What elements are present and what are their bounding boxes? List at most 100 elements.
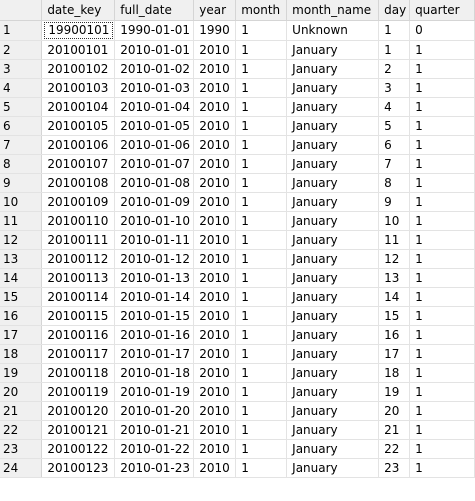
cell-year[interactable]: 2010 xyxy=(193,135,237,155)
cell-year[interactable]: 2010 xyxy=(193,439,237,459)
table-row[interactable]: 4 20100103 2010-01-03 2010 1 January 3 1 xyxy=(0,78,475,98)
cell-year[interactable]: 2010 xyxy=(193,116,237,136)
cell-day[interactable]: 5 xyxy=(378,116,411,136)
row-number[interactable]: 15 xyxy=(0,287,43,307)
cell-date-key[interactable]: 20100101 xyxy=(41,40,116,60)
cell-month[interactable]: 1 xyxy=(235,458,288,478)
cell-day[interactable]: 9 xyxy=(378,192,411,212)
cell-day[interactable]: 21 xyxy=(378,420,411,440)
cell-month[interactable]: 1 xyxy=(235,382,288,402)
cell-day[interactable]: 12 xyxy=(378,249,411,269)
column-header-month[interactable]: month xyxy=(235,0,288,21)
cell-date-key[interactable]: 20100120 xyxy=(41,401,116,421)
cell-month-name[interactable]: January xyxy=(286,249,380,269)
cell-month[interactable]: 1 xyxy=(235,40,288,60)
row-number[interactable]: 22 xyxy=(0,420,43,440)
cell-full-date[interactable]: 2010-01-15 xyxy=(114,306,195,326)
cell-date-key[interactable]: 20100113 xyxy=(41,268,116,288)
cell-day[interactable]: 22 xyxy=(378,439,411,459)
column-header-date-key[interactable]: date_key xyxy=(41,0,116,21)
table-row[interactable]: 6 20100105 2010-01-05 2010 1 January 5 1 xyxy=(0,116,475,136)
cell-quarter[interactable]: 1 xyxy=(409,306,475,326)
row-number[interactable]: 13 xyxy=(0,249,43,269)
cell-full-date[interactable]: 2010-01-09 xyxy=(114,192,195,212)
cell-quarter[interactable]: 1 xyxy=(409,401,475,421)
row-number[interactable]: 11 xyxy=(0,211,43,231)
cell-quarter[interactable]: 1 xyxy=(409,78,475,98)
cell-full-date[interactable]: 2010-01-01 xyxy=(114,40,195,60)
table-row[interactable]: 23 20100122 2010-01-22 2010 1 January 22 1 xyxy=(0,439,475,459)
cell-year[interactable]: 2010 xyxy=(193,192,237,212)
cell-year[interactable]: 2010 xyxy=(193,78,237,98)
cell-day[interactable]: 7 xyxy=(378,154,411,174)
cell-month[interactable]: 1 xyxy=(235,116,288,136)
cell-year[interactable]: 2010 xyxy=(193,40,237,60)
cell-quarter[interactable]: 1 xyxy=(409,192,475,212)
table-row[interactable]: 3 20100102 2010-01-02 2010 1 January 2 1 xyxy=(0,59,475,79)
row-number[interactable]: 10 xyxy=(0,192,43,212)
cell-month-name[interactable]: January xyxy=(286,135,380,155)
row-number[interactable]: 8 xyxy=(0,154,43,174)
cell-quarter[interactable]: 1 xyxy=(409,40,475,60)
cell-day[interactable]: 14 xyxy=(378,287,411,307)
cell-day[interactable]: 11 xyxy=(378,230,411,250)
cell-month-name[interactable]: January xyxy=(286,154,380,174)
table-row[interactable]: 16 20100115 2010-01-15 2010 1 January 15 1 xyxy=(0,306,475,326)
cell-full-date[interactable]: 2010-01-06 xyxy=(114,135,195,155)
cell-month-name[interactable]: January xyxy=(286,325,380,345)
cell-full-date[interactable]: 2010-01-08 xyxy=(114,173,195,193)
cell-month-name[interactable]: January xyxy=(286,40,380,60)
cell-year[interactable]: 1990 xyxy=(193,20,237,41)
cell-date-key[interactable]: 20100122 xyxy=(41,439,116,459)
cell-quarter[interactable]: 1 xyxy=(409,154,475,174)
cell-date-key[interactable]: 20100109 xyxy=(41,192,116,212)
cell-month-name[interactable]: January xyxy=(286,268,380,288)
row-number[interactable]: 4 xyxy=(0,78,43,98)
cell-day[interactable]: 16 xyxy=(378,325,411,345)
cell-year[interactable]: 2010 xyxy=(193,230,237,250)
cell-quarter[interactable]: 1 xyxy=(409,439,475,459)
table-row[interactable]: 10 20100109 2010-01-09 2010 1 January 9 1 xyxy=(0,192,475,212)
cell-day[interactable]: 8 xyxy=(378,173,411,193)
cell-day[interactable]: 13 xyxy=(378,268,411,288)
cell-full-date[interactable]: 2010-01-20 xyxy=(114,401,195,421)
cell-month-name[interactable]: January xyxy=(286,211,380,231)
table-row[interactable]: 2 20100101 2010-01-01 2010 1 January 1 1 xyxy=(0,40,475,60)
row-number[interactable]: 5 xyxy=(0,97,43,117)
cell-month[interactable]: 1 xyxy=(235,78,288,98)
cell-quarter[interactable]: 1 xyxy=(409,230,475,250)
column-header-full-date[interactable]: full_date xyxy=(114,0,195,21)
cell-month[interactable]: 1 xyxy=(235,363,288,383)
cell-month-name[interactable]: January xyxy=(286,306,380,326)
row-number[interactable]: 2 xyxy=(0,40,43,60)
cell-date-key[interactable]: 20100108 xyxy=(41,173,116,193)
cell-month-name[interactable]: January xyxy=(286,97,380,117)
table-row[interactable]: 19 20100118 2010-01-18 2010 1 January 18 1 xyxy=(0,363,475,383)
cell-year[interactable]: 2010 xyxy=(193,211,237,231)
cell-month[interactable]: 1 xyxy=(235,249,288,269)
table-row[interactable]: 7 20100106 2010-01-06 2010 1 January 6 1 xyxy=(0,135,475,155)
table-row[interactable]: 9 20100108 2010-01-08 2010 1 January 8 1 xyxy=(0,173,475,193)
cell-year[interactable]: 2010 xyxy=(193,344,237,364)
cell-quarter[interactable]: 1 xyxy=(409,382,475,402)
table-row[interactable]: 18 20100117 2010-01-17 2010 1 January 17 1 xyxy=(0,344,475,364)
row-number[interactable]: 3 xyxy=(0,59,43,79)
cell-month[interactable]: 1 xyxy=(235,268,288,288)
row-number-header[interactable] xyxy=(0,0,43,21)
cell-full-date[interactable]: 2010-01-12 xyxy=(114,249,195,269)
cell-year[interactable]: 2010 xyxy=(193,382,237,402)
cell-quarter[interactable]: 1 xyxy=(409,420,475,440)
column-header-quarter[interactable]: quarter xyxy=(409,0,475,21)
cell-quarter[interactable]: 1 xyxy=(409,325,475,345)
cell-year[interactable]: 2010 xyxy=(193,420,237,440)
row-number[interactable]: 21 xyxy=(0,401,43,421)
cell-day[interactable]: 10 xyxy=(378,211,411,231)
cell-full-date[interactable]: 2010-01-05 xyxy=(114,116,195,136)
cell-date-key[interactable]: 20100114 xyxy=(41,287,116,307)
table-row[interactable]: 15 20100114 2010-01-14 2010 1 January 14 1 xyxy=(0,287,475,307)
cell-month-name[interactable]: January xyxy=(286,382,380,402)
cell-day[interactable]: 17 xyxy=(378,344,411,364)
cell-full-date[interactable]: 2010-01-13 xyxy=(114,268,195,288)
table-row[interactable]: 17 20100116 2010-01-16 2010 1 January 16 1 xyxy=(0,325,475,345)
cell-date-key[interactable]: 20100123 xyxy=(41,458,116,478)
